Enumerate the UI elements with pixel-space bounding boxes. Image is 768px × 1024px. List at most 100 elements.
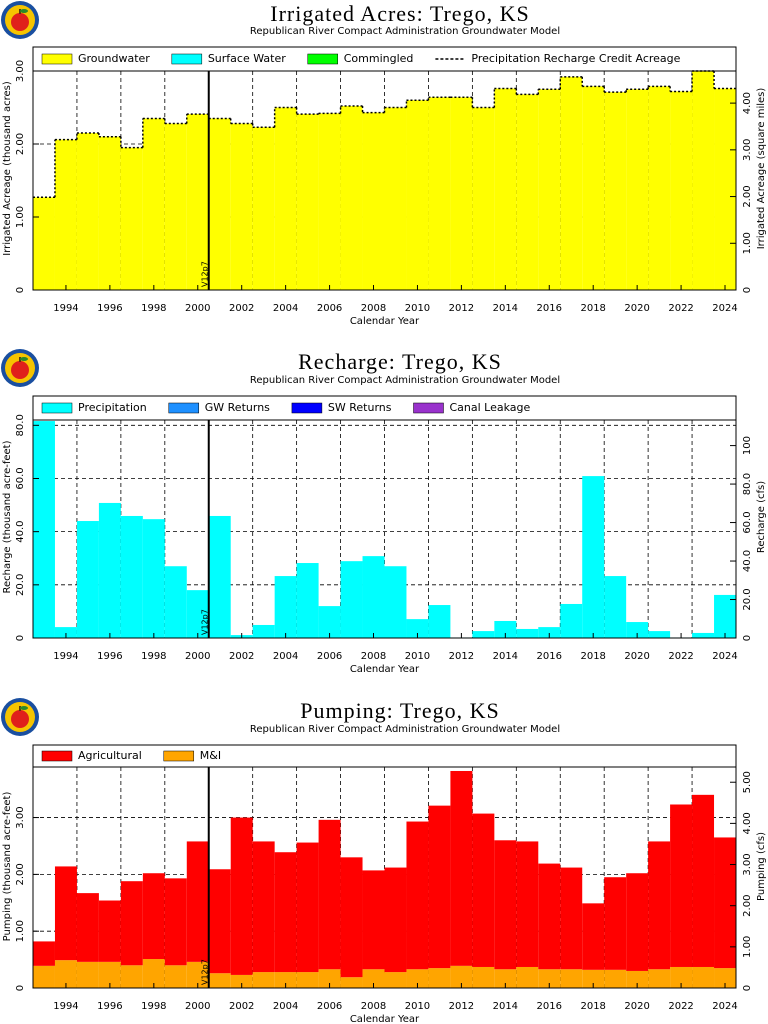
bar xyxy=(692,71,715,290)
bar xyxy=(54,627,77,638)
bar xyxy=(538,89,561,290)
bar xyxy=(186,590,209,638)
bar xyxy=(494,88,517,291)
x-axis-label: Calendar Year xyxy=(350,664,420,675)
bar xyxy=(560,867,583,970)
x-tick-label: 2012 xyxy=(449,651,474,662)
bar xyxy=(560,603,583,638)
legend-swatch xyxy=(307,53,338,65)
bar xyxy=(252,841,275,973)
y2-tick-label: 5.00 xyxy=(742,771,753,793)
bar xyxy=(494,840,517,970)
chart-title: Pumping: Trego, KS xyxy=(300,698,500,723)
bar xyxy=(450,97,473,290)
y2-tick-label: 100 xyxy=(742,436,753,455)
y2-axis-label: Irrigated Acreage (square miles) xyxy=(756,88,767,250)
chart-subtitle: Republican River Compact Administration … xyxy=(250,26,560,37)
y-tick-label: 0 xyxy=(15,287,26,293)
bar xyxy=(230,817,253,975)
y2-tick-label: 40.0 xyxy=(742,550,753,572)
bar xyxy=(494,620,517,638)
y2-tick-label: 20.0 xyxy=(742,588,753,610)
logo xyxy=(1,1,39,39)
x-tick-label: 2018 xyxy=(580,651,605,662)
bar xyxy=(120,881,143,966)
bar xyxy=(340,857,363,978)
plot-frame xyxy=(32,46,737,291)
bar xyxy=(714,968,736,988)
y2-tick-label: 3.00 xyxy=(742,853,753,875)
x-tick-label: 2016 xyxy=(537,651,562,662)
x-tick-label: 2024 xyxy=(712,651,737,662)
bar xyxy=(142,873,165,960)
x-tick-label: 2002 xyxy=(229,651,254,662)
bar xyxy=(274,576,297,638)
bar xyxy=(692,966,715,988)
legend-swatch xyxy=(168,402,200,414)
y-tick-label: 0 xyxy=(15,635,26,641)
y-axis-label: Recharge (thousand acre-feet) xyxy=(2,440,13,593)
bar xyxy=(670,966,693,988)
bar xyxy=(516,628,539,638)
plot-frame xyxy=(32,744,737,989)
x-tick-label: 2024 xyxy=(712,1001,737,1012)
y2-axis-label: Recharge (cfs) xyxy=(756,481,767,553)
x-tick-label: 1994 xyxy=(53,651,78,662)
y-tick-label: 20.0 xyxy=(15,574,26,596)
y2-tick-label: 0 xyxy=(742,287,753,293)
logo xyxy=(1,698,39,736)
bar xyxy=(582,903,605,970)
bar xyxy=(362,870,385,970)
bar xyxy=(98,502,121,638)
bar xyxy=(428,805,451,969)
x-tick-label: 2008 xyxy=(361,1001,386,1012)
bar xyxy=(582,969,605,988)
bar xyxy=(450,770,473,966)
legend-label: Groundwater xyxy=(78,52,150,65)
bar xyxy=(76,961,99,988)
y2-tick-label: 3.00 xyxy=(742,139,753,161)
x-tick-label: 1998 xyxy=(141,651,166,662)
bar xyxy=(384,867,407,973)
bar xyxy=(362,112,385,290)
y2-tick-label: 2.00 xyxy=(742,895,753,917)
bar xyxy=(186,114,209,290)
bar xyxy=(186,841,209,962)
bar xyxy=(208,869,231,974)
bar xyxy=(384,107,407,290)
bar xyxy=(296,114,319,290)
bar xyxy=(230,974,253,988)
bar xyxy=(604,576,627,638)
x-tick-label: 2004 xyxy=(273,651,298,662)
bar xyxy=(648,969,671,988)
bar xyxy=(538,863,561,970)
legend-swatch xyxy=(41,750,73,762)
x-tick-label: 2016 xyxy=(537,1001,562,1012)
x-tick-label: 2020 xyxy=(624,1001,649,1012)
bar xyxy=(76,521,99,638)
legend-swatch xyxy=(163,750,195,762)
y2-tick-label: 4.00 xyxy=(742,92,753,114)
bar xyxy=(362,556,385,638)
bar xyxy=(670,804,693,967)
bar xyxy=(472,107,495,290)
bar xyxy=(626,89,649,290)
x-tick-label: 2008 xyxy=(361,303,386,314)
y2-tick-label: 80.0 xyxy=(742,473,753,495)
x-tick-label: 2016 xyxy=(537,303,562,314)
x-tick-label: 2004 xyxy=(273,1001,298,1012)
bar xyxy=(692,632,715,638)
x-tick-label: 2022 xyxy=(668,1001,693,1012)
bar xyxy=(33,965,55,988)
bar xyxy=(648,86,671,290)
bar xyxy=(384,972,407,988)
bar xyxy=(164,878,187,966)
annotation-label: V12p7 xyxy=(200,261,209,287)
y-tick-label: 2.00 xyxy=(15,133,26,155)
bar xyxy=(406,619,429,638)
bar xyxy=(120,147,143,290)
x-tick-label: 2018 xyxy=(580,1001,605,1012)
bar xyxy=(274,107,297,290)
legend-label: SW Returns xyxy=(328,401,392,414)
